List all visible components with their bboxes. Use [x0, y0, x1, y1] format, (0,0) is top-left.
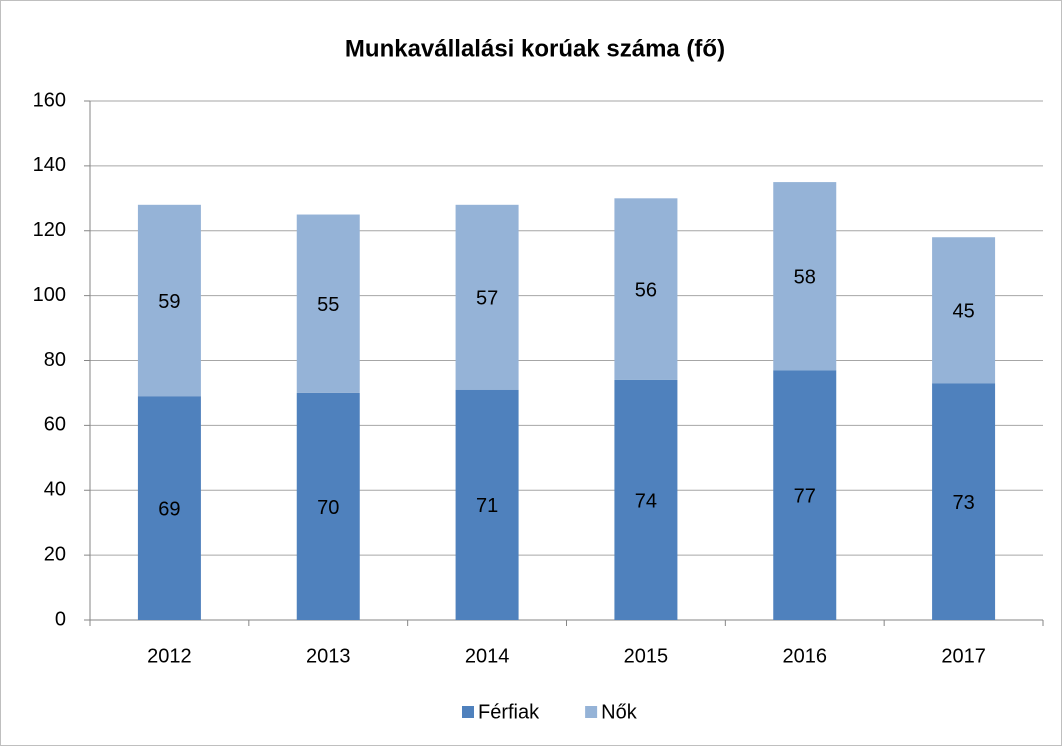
data-label: 73: [952, 492, 974, 514]
bar: [455, 204, 519, 390]
data-label: 74: [635, 490, 657, 512]
x-tick-label: 2017: [941, 645, 986, 667]
y-tick-label: 140: [33, 154, 66, 176]
data-label: 71: [476, 495, 498, 517]
x-tick-label: 2015: [624, 645, 669, 667]
bar: [932, 237, 996, 384]
y-tick-label: 40: [44, 479, 66, 501]
data-label: 57: [476, 288, 498, 310]
legend-label: Nők: [601, 701, 638, 723]
y-tick-label: 160: [33, 89, 66, 111]
bar: [773, 182, 837, 371]
y-tick-label: 20: [44, 543, 66, 565]
data-label: 56: [635, 279, 657, 301]
legend-swatch: [585, 706, 598, 718]
bar: [614, 198, 678, 380]
chart-title: Munkavállalási korúak száma (fő): [345, 35, 725, 62]
x-tick-label: 2013: [306, 645, 351, 667]
bar: [773, 370, 837, 620]
x-tick-label: 2014: [465, 645, 510, 667]
y-tick-label: 120: [33, 219, 66, 241]
bar: [932, 383, 996, 620]
bar: [614, 379, 678, 620]
bar: [137, 204, 201, 397]
data-label: 45: [952, 301, 974, 323]
legend-label: Férfiak: [478, 701, 540, 723]
x-tick-label: 2016: [783, 645, 828, 667]
data-label: 55: [317, 294, 339, 316]
bar: [455, 389, 519, 620]
y-tick-label: 60: [44, 414, 66, 436]
y-tick-label: 0: [55, 608, 66, 630]
bar: [137, 396, 201, 620]
y-tick-label: 100: [33, 284, 66, 306]
legend-swatch: [462, 706, 474, 718]
data-label: 77: [794, 485, 816, 507]
y-tick-label: 80: [44, 349, 66, 371]
data-label: 70: [317, 497, 339, 519]
bar: [296, 214, 360, 393]
data-label: 58: [794, 266, 816, 288]
data-label: 59: [158, 291, 180, 313]
data-label: 69: [158, 498, 180, 520]
bar: [296, 392, 360, 620]
x-tick-label: 2012: [147, 645, 192, 667]
